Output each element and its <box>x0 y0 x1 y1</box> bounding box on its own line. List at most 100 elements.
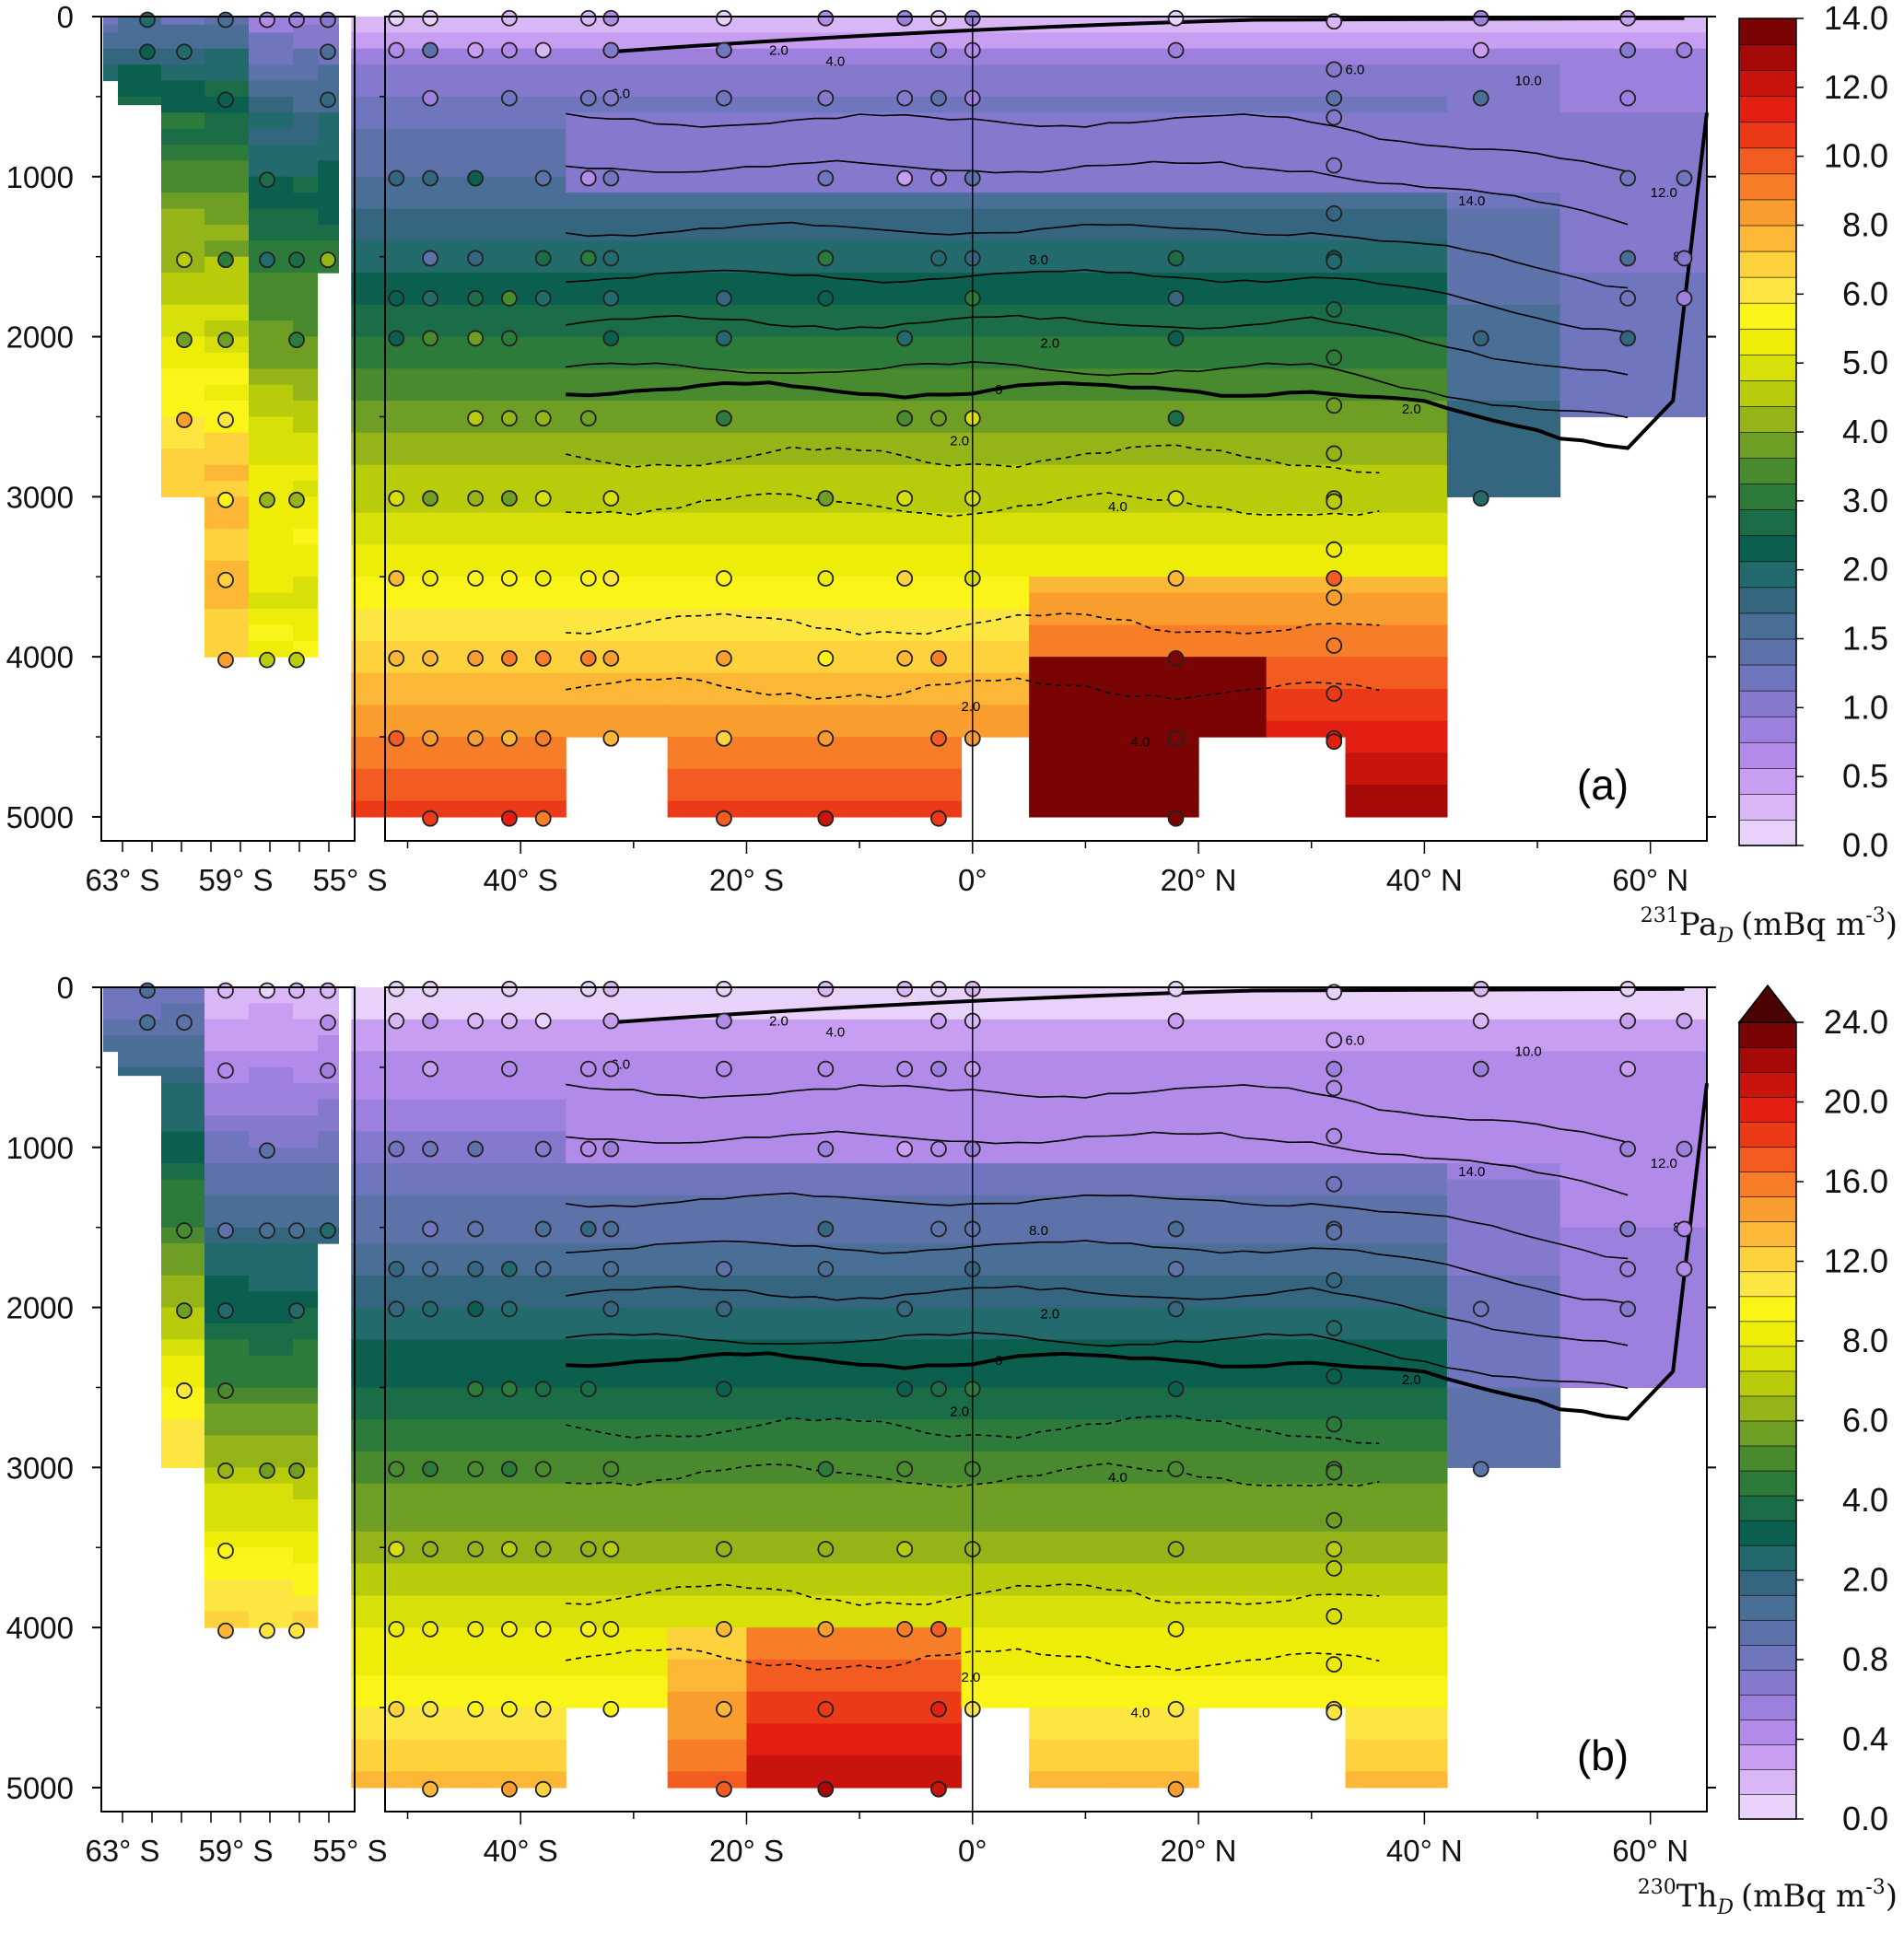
section-cell <box>1107 672 1199 690</box>
section-cell <box>667 1115 748 1133</box>
section-cell <box>814 609 894 625</box>
section-cell <box>961 64 1030 82</box>
section-cell <box>249 1083 293 1101</box>
station-dot <box>388 1461 405 1477</box>
section-cell <box>318 995 339 1004</box>
section-cell <box>1266 273 1347 290</box>
section-cell <box>1198 160 1267 178</box>
section-cell <box>407 1179 476 1196</box>
section-cell <box>961 1339 1030 1357</box>
section-cell <box>667 273 748 290</box>
section-cell <box>566 224 669 241</box>
section-cell <box>893 1243 963 1261</box>
section-cell <box>961 1275 1030 1292</box>
section-cell <box>351 1675 409 1693</box>
colorbar-segment <box>1738 1171 1797 1198</box>
colorbar-title-part: 231 <box>1641 904 1679 927</box>
section-cell <box>1559 273 1708 290</box>
station-dot <box>1326 1608 1343 1625</box>
section-cell <box>667 609 748 625</box>
station-dot <box>579 1541 597 1557</box>
section-cell <box>746 1323 815 1340</box>
station-dot <box>602 9 620 27</box>
section-cell <box>1345 577 1448 594</box>
station-dot <box>422 1300 438 1318</box>
section-cell <box>475 1451 567 1468</box>
section-cell <box>204 321 249 338</box>
section-cell <box>961 273 1030 290</box>
section-cell <box>746 240 815 258</box>
section-cell <box>893 1179 963 1196</box>
right-axes-frame <box>384 986 1708 1813</box>
section-cell <box>893 1403 963 1420</box>
section-cell <box>1559 1371 1708 1389</box>
section-cell <box>293 1051 318 1068</box>
section-cell <box>1446 1099 1561 1116</box>
section-cell <box>204 176 249 193</box>
section-cell <box>667 352 748 369</box>
section-cell <box>318 128 339 146</box>
section-cell <box>667 720 748 738</box>
colorbar-segment <box>1738 43 1797 71</box>
section-cell <box>1446 1323 1561 1340</box>
station-dot <box>501 980 518 997</box>
section-cell <box>1446 1083 1561 1101</box>
section-cell <box>667 1051 748 1068</box>
station-dot <box>930 980 947 997</box>
section-cell <box>1029 1291 1109 1309</box>
section-cell <box>667 496 748 514</box>
section-cell <box>746 1755 815 1773</box>
station-dot <box>602 649 620 667</box>
section-cell <box>746 640 815 658</box>
section-cell <box>1107 800 1199 818</box>
section-cell <box>893 145 963 162</box>
section-cell <box>204 1115 249 1133</box>
station-dot <box>1167 1620 1185 1638</box>
section-cell <box>814 1595 894 1613</box>
section-cell <box>1345 336 1448 354</box>
section-cell <box>667 80 748 98</box>
section-cell <box>1559 96 1708 113</box>
colorbar-title: 230ThD (mBq m-3) <box>1638 1876 1898 1919</box>
section-cell <box>204 1035 249 1053</box>
section-cell <box>318 160 339 178</box>
section-cell <box>293 48 318 65</box>
section-cell <box>667 688 748 705</box>
section-cell <box>893 785 963 802</box>
section-cell <box>814 624 894 642</box>
section-cell <box>1446 24 1561 33</box>
section-cell <box>667 464 748 482</box>
section-cell <box>351 256 409 274</box>
section-cell <box>1266 1595 1347 1613</box>
section-cell <box>249 48 293 65</box>
section-cell <box>566 1291 669 1309</box>
section-cell <box>814 480 894 497</box>
contour-label: 14.0 <box>1458 193 1485 209</box>
station-dot <box>501 1381 518 1398</box>
section-cell <box>1559 1211 1708 1229</box>
section-cell <box>1029 1451 1109 1468</box>
section-cell <box>1198 1339 1267 1357</box>
section-cell <box>961 987 1030 997</box>
station-dot <box>217 1302 234 1319</box>
section-cell <box>249 512 293 530</box>
section-cell <box>249 1451 293 1468</box>
section-cell <box>1266 1403 1347 1420</box>
station-dot <box>579 250 597 267</box>
section-cell <box>1029 640 1109 658</box>
section-cell <box>1107 1387 1199 1405</box>
section-cell <box>407 1243 476 1261</box>
section-cell <box>566 624 669 642</box>
station-dot <box>1676 289 1693 307</box>
section-cell <box>118 995 161 1004</box>
section-cell <box>475 1579 567 1596</box>
section-cell <box>318 1083 339 1101</box>
section-cell <box>1198 256 1267 274</box>
section-cell <box>475 1083 567 1101</box>
section-cell <box>814 1419 894 1437</box>
section-cell <box>1266 1339 1347 1357</box>
section-cell <box>204 560 249 577</box>
station-dot <box>467 1300 485 1318</box>
section-cell <box>475 1115 567 1133</box>
station-dot <box>501 810 518 827</box>
